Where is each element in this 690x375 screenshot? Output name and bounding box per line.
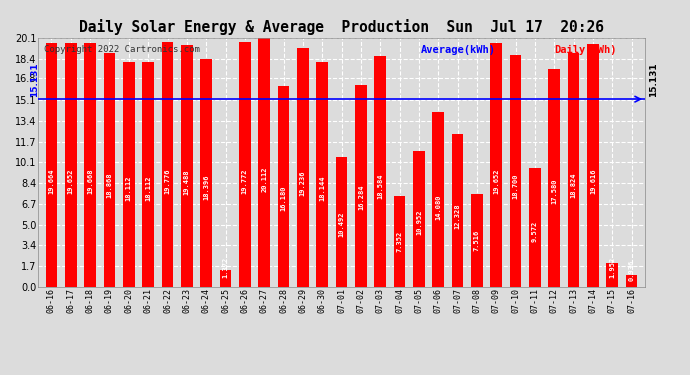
Text: 18.112: 18.112 — [126, 176, 132, 201]
Bar — [84, 43, 96, 287]
Text: Copyright 2022 Cartronics.com: Copyright 2022 Cartronics.com — [44, 45, 200, 54]
Bar — [587, 44, 599, 287]
Bar — [219, 270, 231, 287]
Text: 15.131: 15.131 — [649, 63, 658, 97]
Bar — [181, 45, 193, 287]
Text: 19.488: 19.488 — [184, 170, 190, 195]
Text: 18.700: 18.700 — [513, 173, 519, 199]
Text: 18.824: 18.824 — [571, 172, 577, 198]
Text: 15.131: 15.131 — [30, 63, 39, 97]
Text: 19.772: 19.772 — [242, 168, 248, 194]
Text: 7.516: 7.516 — [474, 230, 480, 252]
Text: 19.664: 19.664 — [48, 169, 55, 194]
Text: 14.080: 14.080 — [435, 195, 441, 220]
Bar — [239, 42, 250, 287]
Text: 19.616: 19.616 — [590, 169, 596, 194]
Bar — [336, 157, 347, 287]
Text: 0.936: 0.936 — [629, 260, 635, 281]
Bar — [104, 53, 115, 287]
Bar — [258, 38, 270, 287]
Text: 1.952: 1.952 — [609, 256, 615, 278]
Text: 19.652: 19.652 — [493, 169, 500, 194]
Bar — [297, 48, 308, 287]
Text: Average(kWh): Average(kWh) — [420, 45, 495, 55]
Bar — [394, 196, 405, 287]
Bar — [626, 275, 638, 287]
Bar — [607, 262, 618, 287]
Text: 19.668: 19.668 — [87, 169, 93, 194]
Text: 12.328: 12.328 — [455, 203, 461, 229]
Text: 16.180: 16.180 — [281, 185, 286, 211]
Bar — [317, 62, 328, 287]
Text: 18.144: 18.144 — [319, 176, 325, 201]
Bar — [413, 151, 425, 287]
Text: 18.868: 18.868 — [106, 172, 112, 198]
Text: 19.776: 19.776 — [164, 168, 170, 194]
Text: 19.652: 19.652 — [68, 169, 74, 194]
Text: 7.352: 7.352 — [397, 231, 402, 252]
Text: 18.584: 18.584 — [377, 174, 383, 199]
Bar — [433, 112, 444, 287]
Bar — [355, 85, 366, 287]
Text: 10.952: 10.952 — [416, 210, 422, 235]
Bar — [46, 43, 57, 287]
Bar — [142, 62, 154, 287]
Text: 20.112: 20.112 — [262, 166, 267, 192]
Text: 19.236: 19.236 — [300, 171, 306, 196]
Bar — [568, 53, 580, 287]
Bar — [278, 86, 289, 287]
Bar — [452, 134, 464, 287]
Bar — [471, 194, 483, 287]
Bar — [200, 58, 212, 287]
Text: 18.112: 18.112 — [145, 176, 151, 201]
Text: 16.284: 16.284 — [358, 184, 364, 210]
Text: 1.372: 1.372 — [222, 257, 228, 278]
Bar — [375, 56, 386, 287]
Bar — [529, 168, 541, 287]
Bar — [123, 62, 135, 287]
Bar — [65, 43, 77, 287]
Bar — [161, 42, 173, 287]
Text: 10.492: 10.492 — [339, 212, 344, 237]
Text: 17.580: 17.580 — [551, 178, 558, 204]
Bar — [549, 69, 560, 287]
Text: 9.572: 9.572 — [532, 220, 538, 242]
Text: 18.396: 18.396 — [203, 175, 209, 200]
Bar — [491, 43, 502, 287]
Title: Daily Solar Energy & Average  Production  Sun  Jul 17  20:26: Daily Solar Energy & Average Production … — [79, 19, 604, 35]
Text: Daily(kWh): Daily(kWh) — [554, 45, 617, 55]
Bar — [510, 55, 522, 287]
